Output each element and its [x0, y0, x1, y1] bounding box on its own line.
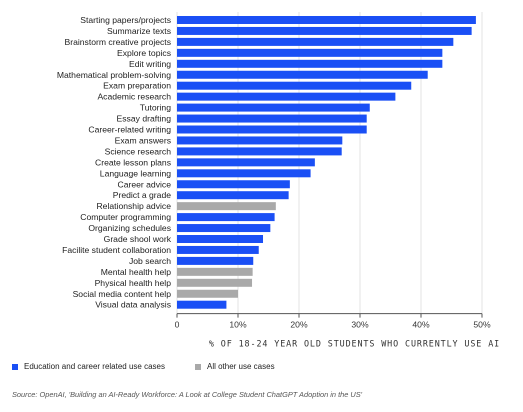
- bar: [177, 92, 396, 101]
- bar: [177, 125, 367, 134]
- category-label: Visual data analysis: [95, 300, 171, 310]
- legend-swatch-other: [194, 363, 201, 370]
- legend-label-other: All other use cases: [206, 362, 275, 371]
- x-tick-label: 30%: [351, 320, 369, 330]
- category-label: Starting papers/projects: [80, 15, 171, 25]
- x-tick-label: 50%: [473, 320, 491, 330]
- category-label: Exam preparation: [103, 81, 171, 91]
- legend-label-education: Education and career related use cases: [24, 362, 165, 371]
- bar: [177, 202, 276, 211]
- category-label: Physical health help: [95, 278, 172, 288]
- x-tick-label: 40%: [412, 320, 430, 330]
- category-label: Job search: [129, 256, 171, 266]
- x-tick-label: 0: [175, 320, 180, 330]
- x-tick-label: 10%: [229, 320, 247, 330]
- legend: Education and career related use cases A…: [12, 362, 275, 371]
- category-label: Relationship advice: [96, 201, 171, 211]
- bar: [177, 191, 289, 200]
- category-label: Social media content help: [73, 289, 172, 299]
- x-axis-title: % OF 18-24 YEAR OLD STUDENTS WHO CURRENT…: [209, 339, 500, 349]
- category-label: Career-related writing: [88, 125, 171, 135]
- category-label: Facilite student collaboration: [62, 245, 171, 255]
- bar: [177, 289, 238, 298]
- bar: [177, 256, 254, 265]
- bar: [177, 26, 472, 35]
- bar: [177, 278, 253, 287]
- bar: [177, 81, 412, 90]
- category-label: Mental health help: [101, 267, 171, 277]
- source-note: Source: OpenAI, 'Building an AI-Ready Wo…: [12, 390, 363, 399]
- category-label: Grade shool work: [104, 234, 172, 244]
- bar: [177, 224, 271, 233]
- bar: [177, 37, 454, 46]
- category-label: Edit writing: [129, 59, 171, 69]
- bar: [177, 267, 253, 276]
- legend-swatch-education: [12, 363, 18, 370]
- bar: [177, 136, 343, 145]
- category-label: Science research: [105, 146, 172, 156]
- category-label: Predict a grade: [113, 190, 172, 200]
- bar: [177, 180, 290, 189]
- category-label: Essay drafting: [117, 114, 172, 124]
- category-label: Brainstorm creative projects: [64, 37, 171, 47]
- legend-item-other: All other use cases: [194, 362, 275, 371]
- category-label: Career advice: [118, 179, 172, 189]
- bar: [177, 114, 367, 123]
- bar: [177, 48, 443, 57]
- category-label: Language learning: [100, 168, 171, 178]
- bar: [177, 245, 259, 254]
- bar: [177, 70, 428, 79]
- category-label: Exam answers: [115, 135, 171, 145]
- category-label: Tutoring: [140, 103, 171, 113]
- bar: [177, 213, 275, 222]
- category-label: Create lesson plans: [95, 157, 171, 167]
- category-label: Organizing schedules: [88, 223, 171, 233]
- bar: [177, 300, 227, 309]
- bar: [177, 169, 311, 178]
- category-label: Computer programming: [80, 212, 171, 222]
- bar: [177, 158, 315, 167]
- bar: [177, 235, 264, 243]
- category-label: Mathematical problem-solving: [57, 70, 171, 80]
- legend-item-education: Education and career related use cases: [12, 362, 165, 371]
- bar: [177, 103, 370, 112]
- category-label: Explore topics: [117, 48, 171, 58]
- category-label: Summarize texts: [107, 26, 171, 36]
- bar: [177, 16, 476, 24]
- category-label: Academic research: [97, 92, 171, 102]
- x-tick-label: 20%: [290, 320, 308, 330]
- bar: [177, 59, 443, 68]
- bar: [177, 147, 342, 156]
